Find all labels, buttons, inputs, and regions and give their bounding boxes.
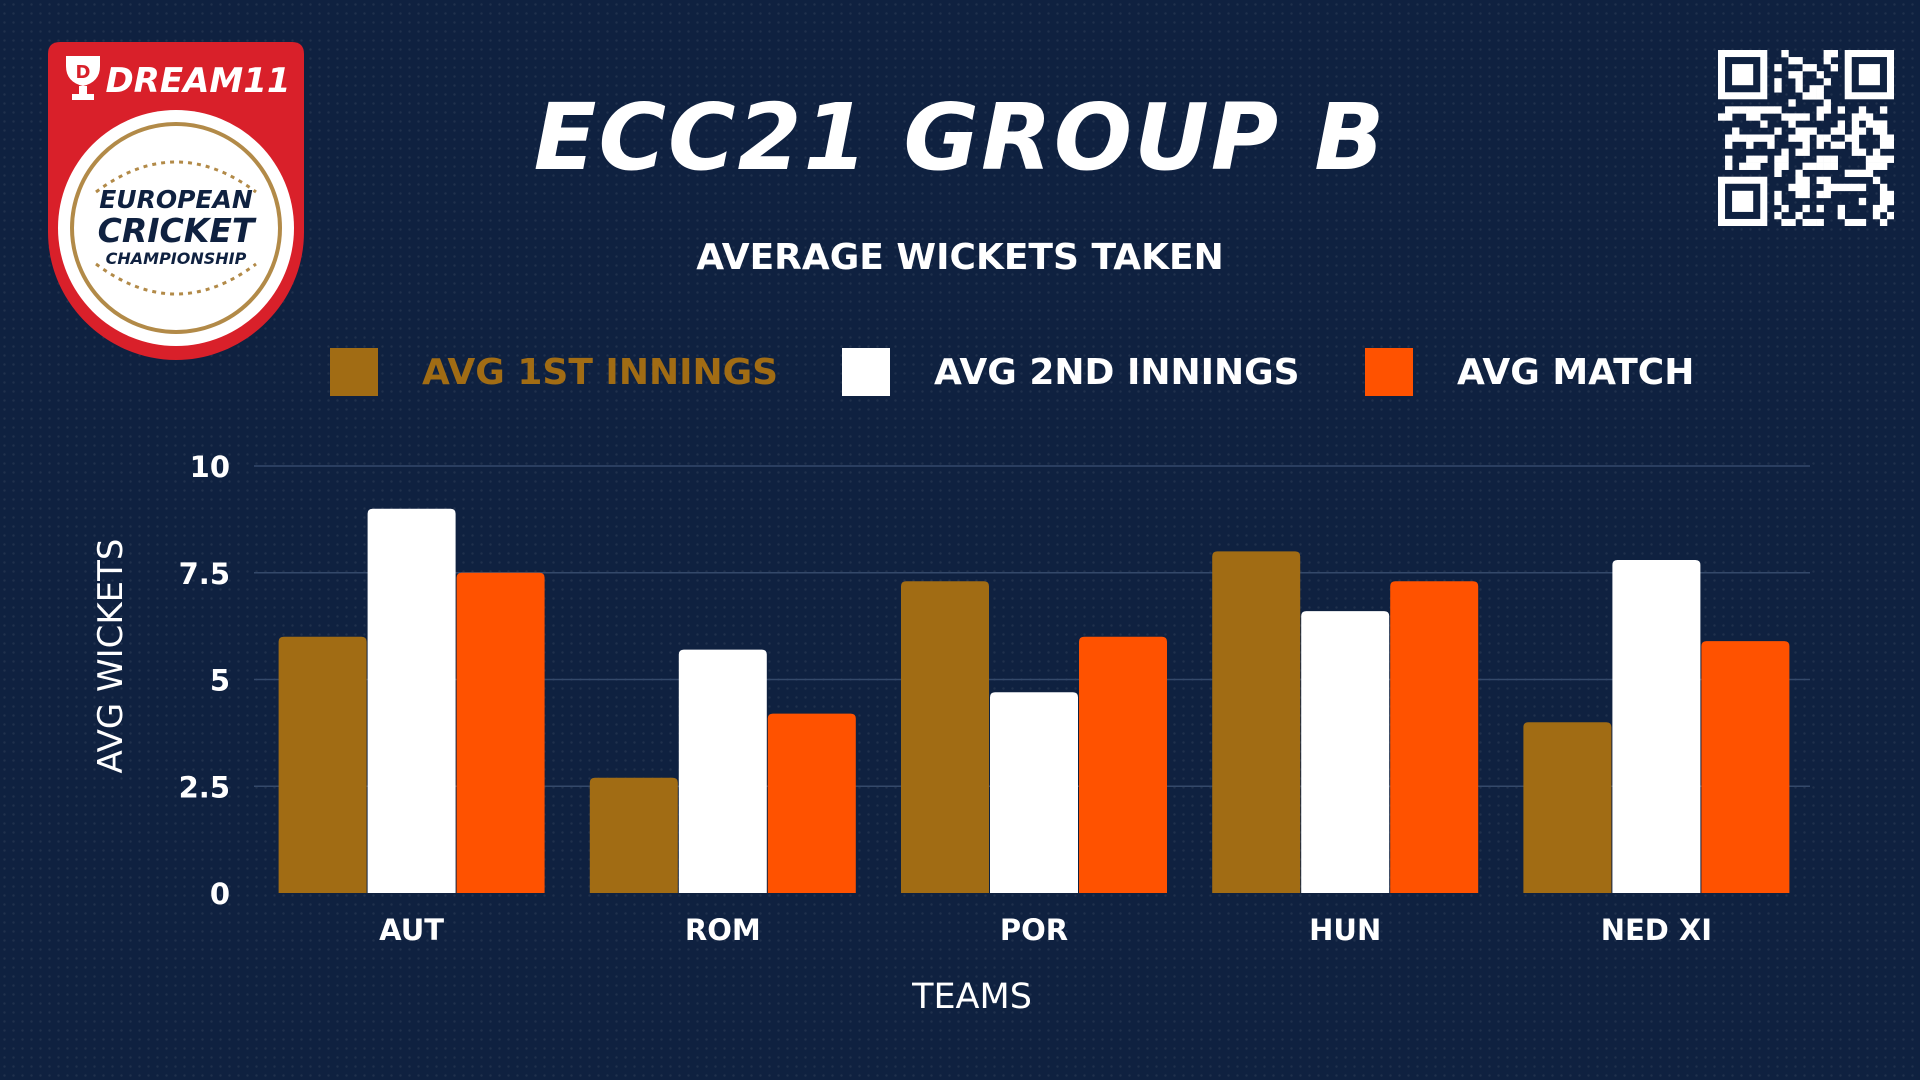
legend-label-series-2: AVG 2ND INNINGS [934, 351, 1300, 393]
bar-aut-series-2 [367, 508, 456, 893]
logo-text-championship: CHAMPIONSHIP [106, 249, 247, 268]
y-tick-label: 2.5 [179, 770, 230, 804]
legend-item-series-1: AVG 1ST INNINGS [330, 346, 778, 398]
sponsor-wordmark: DREAM11 [105, 61, 290, 101]
qr-code[interactable] [1718, 50, 1894, 226]
bar-aut-series-1 [278, 636, 367, 893]
x-tick-label: POR [1000, 913, 1068, 947]
logo-text-cricket: CRICKET [98, 211, 257, 250]
y-tick-label: 5 [210, 664, 230, 698]
page-title: ECC21 GROUP B [533, 84, 1387, 191]
bar-hun-series-3 [1390, 581, 1479, 893]
x-tick-label: NED XI [1601, 913, 1712, 947]
svg-text:D: D [76, 62, 91, 83]
bar-hun-series-2 [1301, 611, 1390, 893]
legend-swatch-series-3 [1365, 348, 1413, 396]
bar-por-series-3 [1079, 636, 1167, 893]
legend-item-series-3: AVG MATCH [1365, 346, 1694, 398]
x-axis-label: TEAMS [911, 977, 1032, 1017]
dream11-trophy-icon: D [66, 56, 100, 100]
chart-legend: AVG 1ST INNINGS AVG 2ND INNINGS AVG MATC… [330, 346, 1780, 402]
y-tick-label: 0 [210, 877, 230, 911]
bar-rom-series-2 [678, 649, 767, 893]
legend-item-series-2: AVG 2ND INNINGS [842, 346, 1300, 398]
bar-por-series-2 [990, 692, 1078, 893]
logo-text-european: EUROPEAN [99, 185, 253, 214]
y-axis-ticks: 0 2.5 5 7.5 10 [179, 450, 230, 911]
chart-subtitle: AVERAGE WICKETS TAKEN [696, 237, 1224, 278]
legend-swatch-series-2 [842, 348, 890, 396]
bar-aut-series-3 [456, 572, 545, 893]
x-axis-ticks: AUT ROM POR HUN NED XI [379, 913, 1712, 947]
bar-hun-series-1 [1212, 551, 1301, 893]
legend-swatch-series-1 [330, 348, 378, 396]
logo-ball-ring [70, 122, 282, 334]
legend-label-series-3: AVG MATCH [1457, 351, 1695, 393]
bars [278, 508, 1790, 893]
bar-ned-xi-series-2 [1612, 559, 1701, 893]
european-cricket-championship-logo: D DREAM11 EUROPEAN CRICKET CHAMPIONSHIP [48, 42, 304, 360]
legend-label-series-1: AVG 1ST INNINGS [422, 351, 779, 393]
x-tick-label: AUT [379, 913, 444, 947]
y-axis-label: AVG WICKETS [91, 538, 131, 773]
x-tick-label: HUN [1309, 913, 1381, 947]
bar-rom-series-3 [767, 713, 856, 893]
bar-ned-xi-series-1 [1523, 722, 1612, 893]
bar-ned-xi-series-3 [1701, 641, 1790, 893]
bar-por-series-1 [901, 581, 989, 893]
bar-rom-series-1 [589, 777, 678, 893]
y-tick-label: 10 [190, 450, 230, 484]
x-tick-label: ROM [685, 913, 761, 947]
y-tick-label: 7.5 [179, 557, 230, 591]
